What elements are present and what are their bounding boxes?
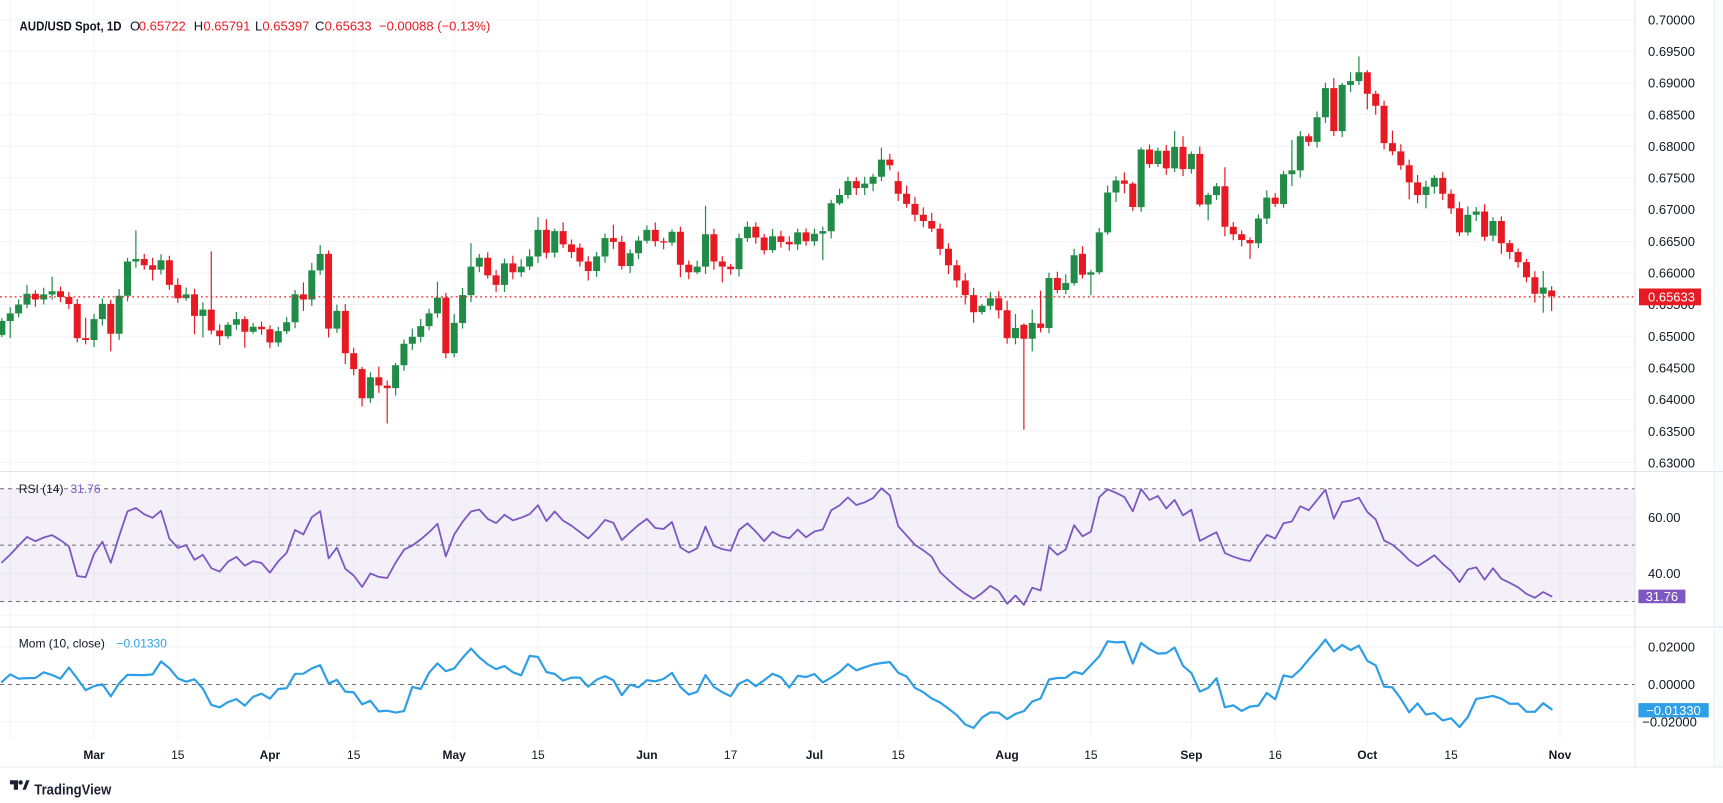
svg-text:15: 15 [892, 748, 906, 762]
svg-text:0.70000: 0.70000 [1648, 12, 1695, 27]
svg-text:0.69500: 0.69500 [1648, 44, 1695, 59]
svg-text:0.67500: 0.67500 [1648, 171, 1695, 186]
svg-text:C: C [315, 19, 324, 34]
svg-text:Nov: Nov [1549, 748, 1572, 762]
svg-text:15: 15 [347, 748, 361, 762]
svg-text:−0.02000: −0.02000 [1642, 715, 1697, 730]
svg-text:Mar: Mar [83, 748, 105, 762]
svg-text:TradingView: TradingView [34, 781, 111, 798]
svg-text:0.65633: 0.65633 [1648, 290, 1695, 305]
svg-text:17: 17 [724, 748, 738, 762]
svg-text:31.76: 31.76 [1646, 589, 1679, 604]
svg-text:May: May [443, 748, 467, 762]
svg-text:0.66000: 0.66000 [1648, 266, 1695, 281]
svg-text:16: 16 [1269, 748, 1283, 762]
svg-text:0.00000: 0.00000 [1648, 677, 1695, 692]
svg-text:0.69000: 0.69000 [1648, 76, 1695, 91]
svg-text:Jul: Jul [806, 748, 823, 762]
svg-text:RSI (14): RSI (14) [19, 482, 64, 496]
svg-text:0.65722: 0.65722 [139, 19, 186, 34]
svg-text:15: 15 [171, 748, 185, 762]
svg-text:15: 15 [1444, 748, 1458, 762]
svg-text:H: H [194, 19, 203, 34]
svg-text:O: O [130, 19, 140, 34]
svg-text:15: 15 [1084, 748, 1098, 762]
svg-text:0.64000: 0.64000 [1648, 392, 1695, 407]
svg-text:0.66500: 0.66500 [1648, 234, 1695, 249]
svg-text:Mom (10, close): Mom (10, close) [19, 637, 105, 651]
svg-text:60.00: 60.00 [1648, 510, 1681, 525]
svg-text:15: 15 [531, 748, 545, 762]
svg-text:0.64500: 0.64500 [1648, 360, 1695, 375]
svg-text:0.68000: 0.68000 [1648, 139, 1695, 154]
svg-text:0.65633: 0.65633 [325, 19, 372, 34]
svg-text:0.65397: 0.65397 [262, 19, 309, 34]
svg-text:−0.01330: −0.01330 [117, 637, 168, 651]
svg-text:−0.00088 (−0.13%): −0.00088 (−0.13%) [379, 19, 490, 34]
svg-text:Sep: Sep [1180, 748, 1202, 762]
svg-text:0.67000: 0.67000 [1648, 202, 1695, 217]
svg-text:0.65000: 0.65000 [1648, 329, 1695, 344]
svg-text:Jun: Jun [636, 748, 657, 762]
svg-text:0.63000: 0.63000 [1648, 455, 1695, 470]
svg-text:L: L [255, 19, 262, 34]
svg-text:Oct: Oct [1357, 748, 1377, 762]
svg-text:31.76: 31.76 [71, 482, 101, 496]
svg-text:0.02000: 0.02000 [1648, 640, 1695, 655]
svg-text:0.65791: 0.65791 [203, 19, 250, 34]
svg-text:Apr: Apr [260, 748, 281, 762]
svg-text:−0.01330: −0.01330 [1646, 703, 1701, 718]
svg-text:0.63500: 0.63500 [1648, 424, 1695, 439]
svg-text:AUD/USD Spot, 1D: AUD/USD Spot, 1D [20, 20, 122, 34]
svg-text:0.68500: 0.68500 [1648, 107, 1695, 122]
svg-text:Aug: Aug [995, 748, 1018, 762]
svg-text:40.00: 40.00 [1648, 566, 1681, 581]
